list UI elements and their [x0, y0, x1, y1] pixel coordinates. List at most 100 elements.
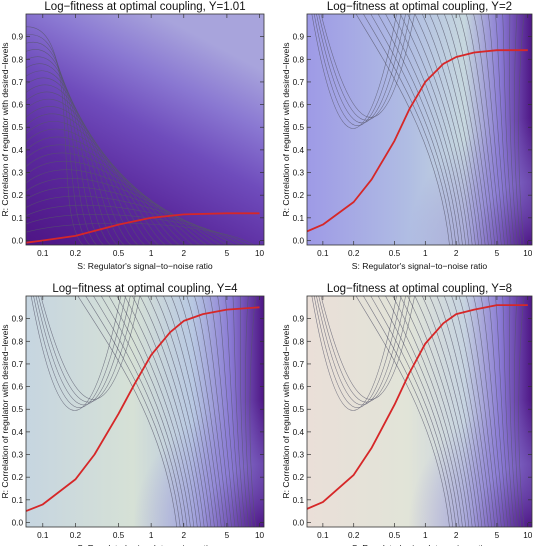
contour-line [40, 296, 141, 400]
y-tick-label: 0.6 [293, 101, 305, 110]
contour-line [320, 14, 415, 118]
contour-line [385, 296, 463, 527]
contour-line [355, 296, 450, 527]
contour-line [451, 14, 492, 245]
contour-line [480, 14, 505, 245]
contour-line [232, 296, 246, 527]
contour-line [26, 213, 248, 245]
x-tick-label: 0.5 [389, 249, 401, 258]
contour-line [26, 186, 228, 245]
x-tick-label: 10 [255, 531, 265, 540]
y-tick-label: 0.5 [293, 405, 305, 414]
y-tick-label: 0.4 [12, 428, 24, 437]
y-tick-label: 0.6 [293, 383, 305, 392]
y-tick-label: 0.4 [293, 428, 305, 437]
contour-line [414, 14, 476, 245]
chart-panel-4: 0.1 0.2 0.5 1 2 5 10 0.0 0.1 0.2 0.3 0.4 0.5 0.6 0.7 0.… [281, 283, 533, 551]
contour-line [178, 296, 222, 527]
y-tick-label: 0.8 [12, 55, 24, 64]
y-tick-label: 0.7 [12, 78, 24, 87]
optimal-coupling-curve [307, 49, 528, 233]
y-tick-label: 0.1 [12, 214, 24, 223]
x-tick-label: 5 [495, 249, 500, 258]
contour-line [429, 296, 483, 527]
contour-line [443, 296, 489, 527]
x-tick-label: 1 [149, 249, 154, 258]
y-tick-label: 0.5 [12, 405, 24, 414]
contour-line [100, 296, 188, 527]
contour-line [399, 14, 470, 245]
contour-line [514, 14, 522, 245]
chart-title: Log−fitness at optimal coupling, Y=4 [52, 283, 238, 295]
y-axis-label: R: Correlation of regulator with desired… [0, 324, 10, 498]
contour-line [26, 106, 160, 245]
contour-line [473, 296, 502, 527]
chart-title: Log−fitness at optimal coupling, Y=1.01 [44, 1, 245, 13]
y-tick-label: 0.9 [12, 315, 24, 324]
x-axis-label: S: Regulator's signal−to−noise ratio [77, 261, 213, 271]
contour-line [429, 14, 483, 245]
plot-frame [306, 295, 533, 528]
contour-line [458, 296, 496, 527]
y-tick-label: 0.2 [12, 191, 24, 200]
y-tick-label: 0.0 [293, 236, 305, 245]
x-tick-label: 0.2 [70, 531, 82, 540]
contour-line [414, 296, 476, 527]
y-tick-label: 0.3 [12, 451, 24, 460]
contour-line [458, 14, 496, 245]
contour-line [26, 152, 201, 245]
contour-line [26, 169, 214, 245]
contour-fill-corner [26, 296, 264, 527]
contour-line [318, 14, 411, 121]
y-tick-label: 0.0 [293, 518, 305, 527]
contour-line [38, 296, 136, 403]
x-tick-label: 0.2 [348, 531, 360, 540]
y-tick-label: 0.4 [293, 146, 305, 155]
contour-line [26, 128, 180, 245]
contour-line [155, 296, 212, 527]
x-tick-label: 0.1 [37, 249, 49, 258]
y-axis-label: R: Correlation of regulator with desired… [281, 324, 291, 498]
contour-line [26, 222, 255, 245]
contour-line [385, 14, 463, 245]
y-tick-label: 0.0 [12, 236, 24, 245]
y-tick-label: 0.7 [12, 360, 24, 369]
y-tick-label: 0.1 [293, 496, 305, 505]
contour-lines [30, 296, 257, 527]
contour-line [239, 296, 250, 527]
x-tick-label: 0.1 [317, 531, 329, 540]
x-tick-label: 0.2 [348, 249, 360, 258]
y-tick-label: 0.9 [293, 33, 305, 42]
x-tick-label: 1 [423, 531, 428, 540]
contour-line [465, 14, 499, 245]
x-tick-label: 5 [495, 531, 500, 540]
y-tick-label: 0.9 [293, 315, 305, 324]
contour-line [77, 296, 178, 527]
plot-frame [25, 295, 265, 528]
chart-title: Log−fitness at optimal coupling, Y=8 [327, 283, 512, 295]
x-tick-label: 0.5 [113, 249, 125, 258]
contour-line [363, 14, 454, 245]
contour-line [170, 296, 219, 527]
x-tick-label: 10 [255, 249, 265, 258]
contour-line [249, 296, 257, 527]
y-tick-label: 0.1 [293, 214, 305, 223]
contour-fill-corner [307, 296, 532, 527]
chart-panel-3: 0.1 0.2 0.5 1 2 5 10 0.0 0.1 0.2 0.3 0.4 0.5 0.6 0.7 0.… [0, 283, 265, 551]
y-tick-label: 0.2 [293, 473, 305, 482]
contour-line [26, 178, 221, 245]
y-tick-label: 0.7 [293, 360, 305, 369]
y-tick-label: 0.8 [12, 337, 24, 346]
contour-line [421, 14, 479, 245]
y-tick-label: 0.6 [12, 101, 24, 110]
contour-line [509, 14, 518, 245]
contour-line [473, 14, 502, 245]
contour-line [377, 296, 460, 527]
y-tick-label: 0.0 [12, 518, 24, 527]
contour-line [26, 113, 166, 245]
x-tick-label: 0.1 [317, 249, 329, 258]
contour-line [443, 14, 489, 245]
contour-line [320, 296, 415, 400]
contour-line [124, 296, 198, 527]
